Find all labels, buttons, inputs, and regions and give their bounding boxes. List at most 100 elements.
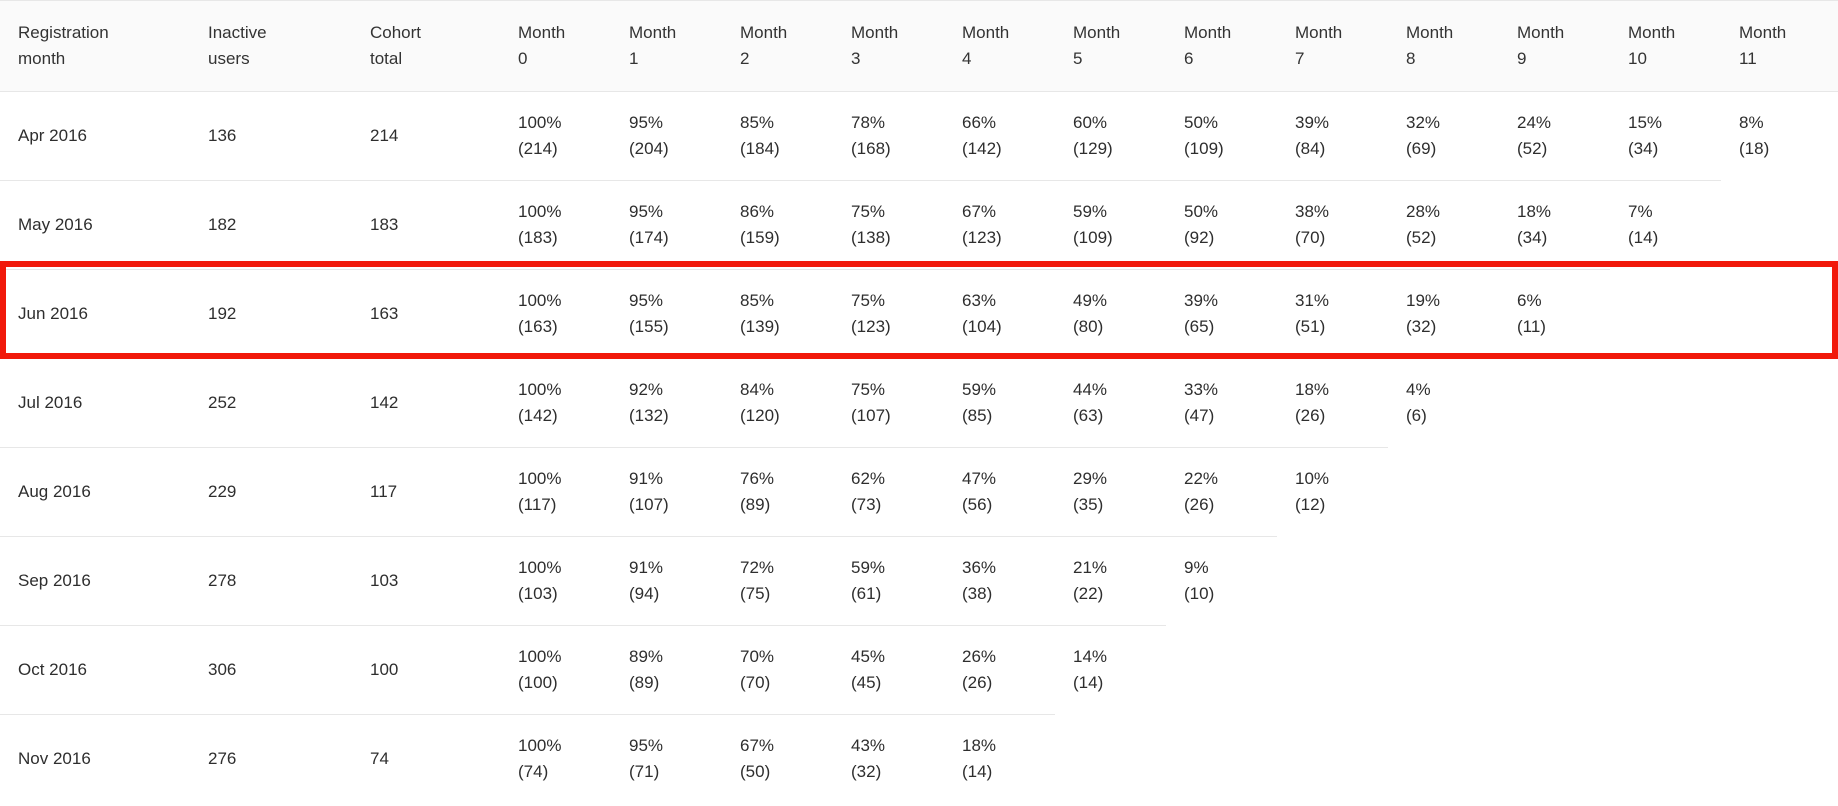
retention-percent: 100% — [518, 736, 562, 755]
column-header-line: 7 — [1295, 49, 1305, 68]
retention-count: (184) — [740, 139, 780, 158]
inactive-users-cell: 306 — [190, 625, 352, 715]
column-header-line: 8 — [1406, 49, 1416, 68]
retention-percent: 86% — [740, 202, 775, 221]
retention-cell-month-1: 95% (155) — [611, 269, 722, 359]
column-header-line: total — [370, 49, 403, 68]
retention-count: (107) — [629, 495, 669, 514]
retention-cell-month-5: 21% (22) — [1055, 536, 1166, 626]
column-header-month-1: Month 1 — [611, 0, 722, 92]
retention-count: (71) — [629, 762, 660, 781]
retention-count: (65) — [1184, 317, 1215, 336]
retention-cell-month-6: 39% (65) — [1166, 269, 1277, 359]
retention-cell-month-9: 18% (34) — [1499, 180, 1610, 270]
retention-cell-month-1: 95% (174) — [611, 180, 722, 270]
column-header-line: Month — [1739, 23, 1787, 42]
column-header-line: Month — [740, 23, 788, 42]
column-header-line: 11 — [1739, 49, 1757, 68]
column-header-line: Month — [1406, 23, 1454, 42]
retention-cell-month-3: 78% (168) — [833, 91, 944, 181]
retention-count: (142) — [962, 139, 1002, 158]
retention-count: (85) — [962, 406, 993, 425]
retention-count: (26) — [962, 673, 993, 692]
retention-cell-month-4: 67% (123) — [944, 180, 1055, 270]
column-header-month-9: Month 9 — [1499, 0, 1610, 92]
retention-percent: 100% — [518, 202, 562, 221]
retention-percent: 84% — [740, 380, 775, 399]
retention-percent: 39% — [1184, 291, 1219, 310]
retention-count: (163) — [518, 317, 558, 336]
retention-cell-month-4: 47% (56) — [944, 447, 1055, 537]
retention-count: (70) — [740, 673, 771, 692]
retention-count: (32) — [1406, 317, 1437, 336]
retention-cell-month-0: 100% (117) — [500, 447, 611, 537]
retention-cell-month-3: 59% (61) — [833, 536, 944, 626]
retention-cell-month-3: 75% (138) — [833, 180, 944, 270]
retention-percent: 78% — [851, 113, 886, 132]
cohort-total-cell: 103 — [352, 536, 500, 626]
cohort-total-cell: 74 — [352, 714, 500, 803]
column-header-line: Month — [1184, 23, 1232, 42]
retention-cell-month-5: 60% (129) — [1055, 91, 1166, 181]
retention-percent: 59% — [851, 558, 886, 577]
table-row-oct-2016: Oct 2016 306 100 100% (100) 89% (89) 70% (70) 45%… — [0, 625, 1838, 715]
retention-cell-month-8: 28% (52) — [1388, 180, 1499, 270]
retention-count: (142) — [518, 406, 558, 425]
retention-cell-month-1: 91% (94) — [611, 536, 722, 626]
retention-percent: 24% — [1517, 113, 1552, 132]
retention-count: (117) — [518, 495, 557, 514]
retention-percent: 36% — [962, 558, 997, 577]
retention-cell-month-10: 7% (14) — [1610, 180, 1721, 270]
column-header-month-7: Month 7 — [1277, 0, 1388, 92]
retention-count: (22) — [1073, 584, 1104, 603]
retention-percent: 47% — [962, 469, 997, 488]
column-header-registration-month: Registration month — [0, 0, 190, 92]
retention-count: (84) — [1295, 139, 1326, 158]
retention-count: (109) — [1073, 228, 1113, 247]
retention-percent: 18% — [1517, 202, 1552, 221]
retention-cell-month-2: 76% (89) — [722, 447, 833, 537]
retention-percent: 92% — [629, 380, 664, 399]
retention-percent: 9% — [1184, 558, 1209, 578]
retention-percent: 75% — [851, 291, 886, 310]
retention-cell-month-2: 84% (120) — [722, 358, 833, 448]
retention-count: (14) — [1628, 228, 1659, 248]
header-row: Registration month Inactive users Cohort tota… — [0, 0, 1838, 92]
retention-cell-month-6: 22% (26) — [1166, 447, 1277, 537]
column-header-line: 2 — [740, 49, 750, 68]
column-header-line: 5 — [1073, 49, 1083, 68]
retention-count: (14) — [962, 762, 993, 781]
retention-count: (138) — [851, 228, 891, 247]
retention-count: (104) — [962, 317, 1002, 336]
registration-month-cell: Nov 2016 — [0, 714, 190, 803]
retention-percent: 38% — [1295, 202, 1330, 221]
retention-percent: 89% — [629, 647, 664, 666]
retention-count: (52) — [1517, 139, 1548, 158]
retention-count: (204) — [629, 139, 669, 158]
retention-cell-month-3: 62% (73) — [833, 447, 944, 537]
retention-percent: 100% — [518, 380, 562, 399]
retention-percent: 7% — [1628, 202, 1653, 222]
retention-cell-month-4: 63% (104) — [944, 269, 1055, 359]
column-header-line: 6 — [1184, 49, 1194, 68]
retention-percent: 26% — [962, 647, 997, 666]
retention-count: (183) — [518, 228, 558, 247]
retention-count: (75) — [740, 584, 771, 603]
retention-percent: 49% — [1073, 291, 1108, 310]
retention-cell-month-3: 43% (32) — [833, 714, 944, 803]
retention-percent: 43% — [851, 736, 886, 755]
column-header-line: Inactive — [208, 23, 267, 42]
retention-count: (45) — [851, 673, 882, 692]
retention-cell-month-2: 67% (50) — [722, 714, 833, 803]
retention-percent: 100% — [518, 647, 562, 666]
column-header-line: 10 — [1628, 49, 1647, 68]
inactive-users-cell: 229 — [190, 447, 352, 537]
cohort-total-cell: 142 — [352, 358, 500, 448]
retention-count: (123) — [851, 317, 891, 336]
retention-count: (94) — [629, 584, 660, 603]
table-row-apr-2016: Apr 2016 136 214 100% (214) 95% (204) 85% (184) 7… — [0, 91, 1838, 181]
retention-percent: 45% — [851, 647, 886, 666]
table-row-jun-2016: Jun 2016 192 163 100% (163) 95% (155) 85% (139) 7… — [0, 269, 1838, 359]
retention-cell-month-7: 38% (70) — [1277, 180, 1388, 270]
column-header-month-3: Month 3 — [833, 0, 944, 92]
